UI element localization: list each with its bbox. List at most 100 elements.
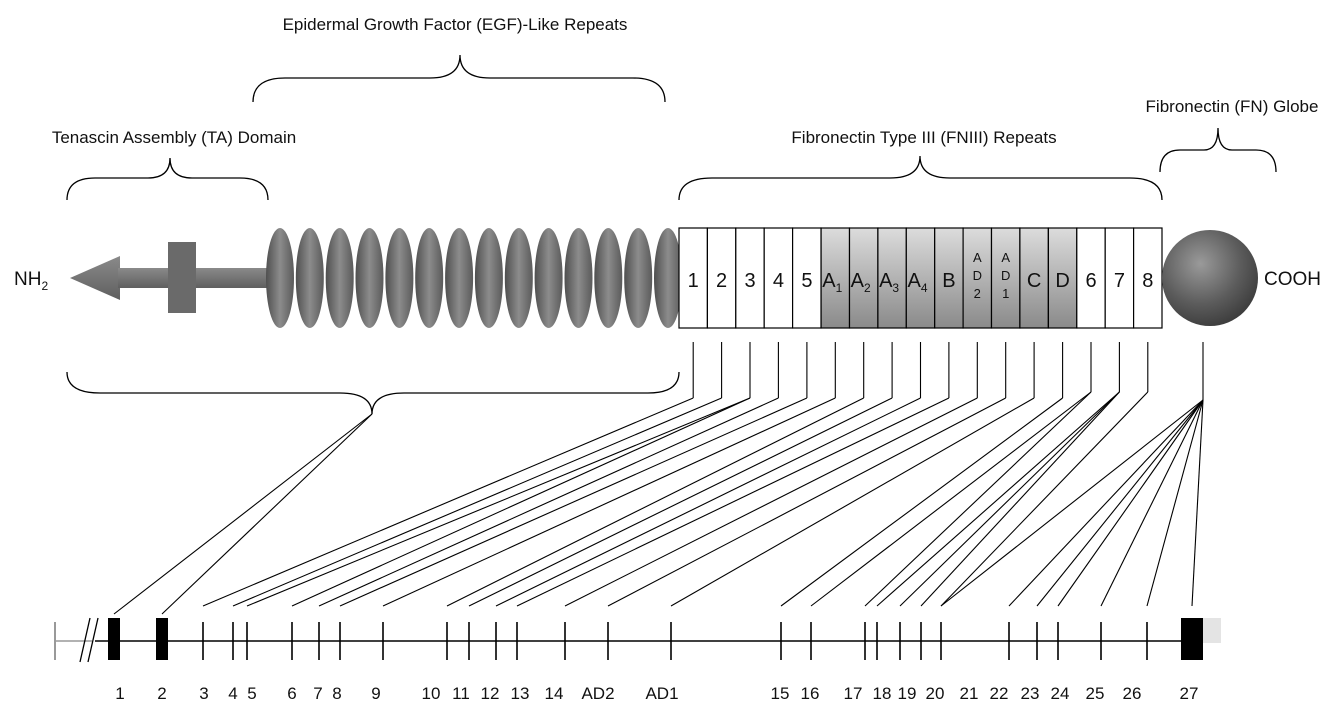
exon-labels: 1 2 3 4 5 6 7 8 9 10 11 12 13 14 AD2 AD1 15 16 17 18 19 20 21 2… [115, 684, 1198, 702]
exon-label-2: 2 [157, 684, 166, 702]
c-terminus-label: COOH [1264, 269, 1321, 290]
fniii-box [848, 227, 879, 329]
connector-box-7-to-exon [899, 391, 1120, 607]
connector-box-d-to-exon [780, 397, 1063, 607]
fniii-repeat-6: 6 [1076, 227, 1106, 329]
connector-box-c-to-exon [670, 397, 1035, 607]
fn-globe-brace [1159, 127, 1277, 173]
exon-label-3: 3 [199, 684, 208, 702]
domain-to-exon-connectors [113, 342, 1204, 615]
fniii-repeat-a1: A1 [820, 227, 851, 329]
fniii-repeat-a3: A3 [877, 227, 907, 329]
fniii-box [990, 227, 1021, 329]
fniii-box-subscript: 1 [836, 281, 843, 295]
exon-label-1: 1 [115, 684, 124, 702]
fniii-repeat-c: C [1019, 227, 1049, 329]
fniii-box [1104, 227, 1135, 329]
fniii-box [1019, 227, 1049, 329]
fniii-box-label: 3 [744, 270, 755, 292]
exon-label-8: 8 [332, 684, 341, 702]
fniii-box [962, 227, 993, 329]
exon-label-ad2: AD2 [581, 684, 614, 702]
connector-box-7-to-exon [920, 391, 1120, 607]
egf-repeat-ellipse [385, 228, 414, 328]
exon-label-19: 19 [898, 684, 917, 702]
fniii-box-label-part: A [1001, 250, 1010, 265]
exon-label-20: 20 [926, 684, 945, 702]
fniii-box [877, 227, 907, 329]
connector-box-ad2-to-exon [564, 397, 978, 607]
exon-label-21: 21 [960, 684, 979, 702]
exon-label-26: 26 [1123, 684, 1142, 702]
egf-repeat-ellipse [266, 228, 294, 328]
connector-box-1-to-exon [202, 397, 694, 607]
egf-repeat-ellipse [474, 228, 503, 328]
egf-repeat-ellipse [355, 228, 384, 328]
fniii-box-subscript: 4 [921, 281, 928, 295]
connector-box-a3-to-exon [468, 397, 893, 607]
exon-label-18: 18 [873, 684, 892, 702]
fniii-repeat-1: 1 [678, 227, 708, 329]
fniii-box [1132, 227, 1163, 329]
fniii-repeat-4: 4 [763, 227, 794, 329]
connector-box-3-to-exon [291, 397, 751, 607]
fniii-repeat-ad2: AD 2 [962, 227, 993, 329]
connector-box-8-to-exon [940, 391, 1149, 607]
fniii-repeat-2: 2 [706, 227, 737, 329]
connector-box-a4-to-exon [495, 397, 921, 607]
exon-label-ad1: AD1 [645, 684, 678, 702]
exon-label-9: 9 [371, 684, 380, 702]
fniii-repeat-5: 5 [791, 227, 822, 329]
fniii-box [820, 227, 851, 329]
exon-label-4: 4 [228, 684, 237, 702]
fniii-box-label: D [1055, 270, 1069, 292]
egf-repeat-ellipse [325, 228, 354, 328]
fniii-box-label: B [942, 270, 955, 292]
connector-box-b-to-exon [516, 397, 950, 607]
fn-globe-label: Fibronectin (FN) Globe [1146, 97, 1319, 116]
exon-block-1 [108, 618, 120, 660]
fniii-box-label: 8 [1142, 270, 1153, 292]
exon-label-15: 15 [771, 684, 790, 702]
fniii-repeat-a2: A2 [848, 227, 879, 329]
connector-box-4-to-exon [318, 397, 779, 607]
egf-repeat-ellipse [564, 228, 593, 328]
connector-box-a2-to-exon [446, 397, 864, 607]
connector-globe-to-exon [940, 399, 1204, 607]
fniii-box-label: 6 [1085, 270, 1096, 292]
exon-label-16: 16 [801, 684, 820, 702]
exon-label-27: 27 [1180, 684, 1199, 702]
fniii-box-label-part: D [973, 268, 982, 283]
egf-repeat-ellipse [504, 228, 533, 328]
exon-block-27 [1181, 618, 1203, 660]
egf-repeat-ellipse [295, 228, 324, 328]
fniii-repeat-8: 8 [1132, 227, 1163, 329]
exon-marks [108, 618, 1203, 660]
fniii-repeat-a4: A4 [905, 227, 936, 329]
gene-3prime-utr [1203, 618, 1221, 643]
connector-globe-to-exon [1008, 399, 1204, 607]
fniii-box [706, 227, 737, 329]
exon-label-10: 10 [422, 684, 441, 702]
exon-label-12: 12 [481, 684, 500, 702]
fniii-box-subscript: 2 [864, 281, 871, 295]
connector-box-ad1-to-exon [607, 397, 1006, 607]
n-terminus-label: NH2 [14, 269, 48, 293]
exon-label-25: 25 [1086, 684, 1105, 702]
fniii-box [1047, 227, 1078, 329]
fniii-brace [678, 155, 1163, 201]
ta-domain-label: Tenascin Assembly (TA) Domain [52, 128, 296, 147]
egf-repeats [266, 228, 682, 328]
connector-box-3-to-exon [246, 397, 751, 607]
connector-globe-to-exon [1146, 399, 1204, 607]
fniii-box-label: 4 [773, 270, 784, 292]
mapping-brace [66, 371, 680, 415]
fniii-box-label-part: 1 [1002, 286, 1009, 301]
fniii-box-subscript: 3 [892, 281, 899, 295]
connector-box-6-to-exon [864, 391, 1092, 607]
egf-repeat-ellipse [415, 228, 444, 328]
ta-domain-arrow [70, 242, 270, 313]
connector-box-6-to-exon [810, 391, 1092, 607]
